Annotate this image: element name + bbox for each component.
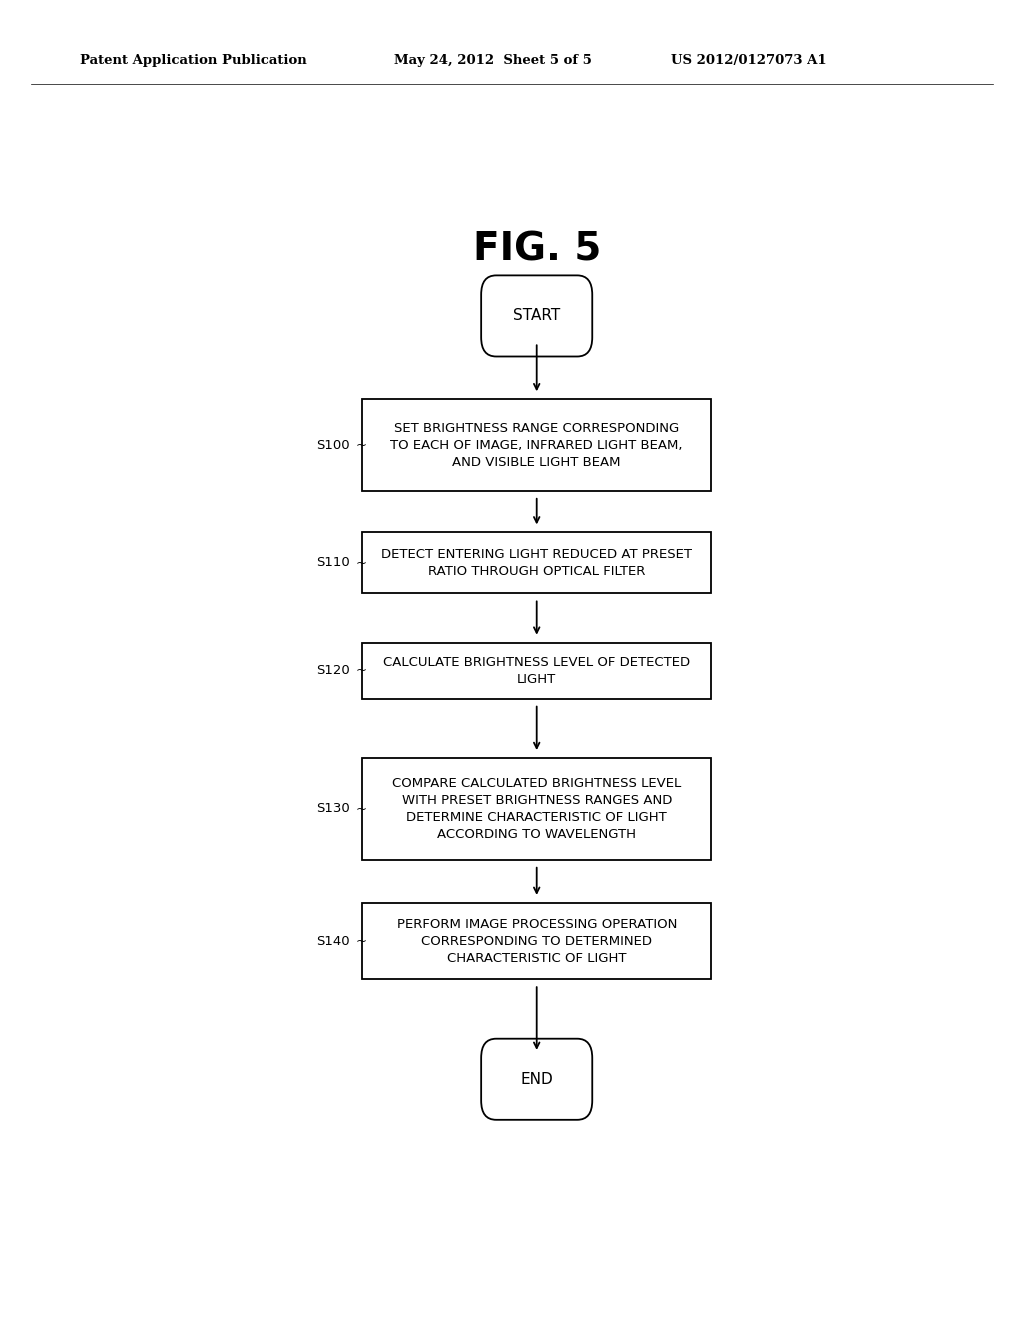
- Text: ~: ~: [355, 557, 367, 569]
- Text: ~: ~: [355, 438, 367, 451]
- Text: SET BRIGHTNESS RANGE CORRESPONDING
TO EACH OF IMAGE, INFRARED LIGHT BEAM,
AND VI: SET BRIGHTNESS RANGE CORRESPONDING TO EA…: [390, 421, 683, 469]
- Text: CALCULATE BRIGHTNESS LEVEL OF DETECTED
LIGHT: CALCULATE BRIGHTNESS LEVEL OF DETECTED L…: [383, 656, 690, 685]
- Bar: [362, 643, 712, 698]
- Bar: [362, 532, 712, 594]
- Text: ~: ~: [355, 803, 367, 816]
- Text: ~: ~: [355, 935, 367, 948]
- Text: S140: S140: [316, 935, 350, 948]
- Text: START: START: [513, 309, 560, 323]
- Text: Patent Application Publication: Patent Application Publication: [80, 54, 306, 67]
- Bar: [362, 399, 712, 491]
- FancyBboxPatch shape: [481, 276, 592, 356]
- Text: FIG. 5: FIG. 5: [472, 231, 601, 269]
- Text: S110: S110: [316, 557, 350, 569]
- Text: DETECT ENTERING LIGHT REDUCED AT PRESET
RATIO THROUGH OPTICAL FILTER: DETECT ENTERING LIGHT REDUCED AT PRESET …: [381, 548, 692, 578]
- Text: PERFORM IMAGE PROCESSING OPERATION
CORRESPONDING TO DETERMINED
CHARACTERISTIC OF: PERFORM IMAGE PROCESSING OPERATION CORRE…: [396, 917, 677, 965]
- Bar: [362, 758, 712, 859]
- Text: COMPARE CALCULATED BRIGHTNESS LEVEL
WITH PRESET BRIGHTNESS RANGES AND
DETERMINE : COMPARE CALCULATED BRIGHTNESS LEVEL WITH…: [392, 777, 681, 841]
- Text: S100: S100: [316, 438, 350, 451]
- FancyBboxPatch shape: [481, 1039, 592, 1119]
- Text: S120: S120: [316, 664, 350, 677]
- Bar: [362, 903, 712, 979]
- Text: END: END: [520, 1072, 553, 1086]
- Text: S130: S130: [316, 803, 350, 816]
- Text: ~: ~: [355, 664, 367, 677]
- Text: May 24, 2012  Sheet 5 of 5: May 24, 2012 Sheet 5 of 5: [394, 54, 592, 67]
- Text: US 2012/0127073 A1: US 2012/0127073 A1: [671, 54, 826, 67]
